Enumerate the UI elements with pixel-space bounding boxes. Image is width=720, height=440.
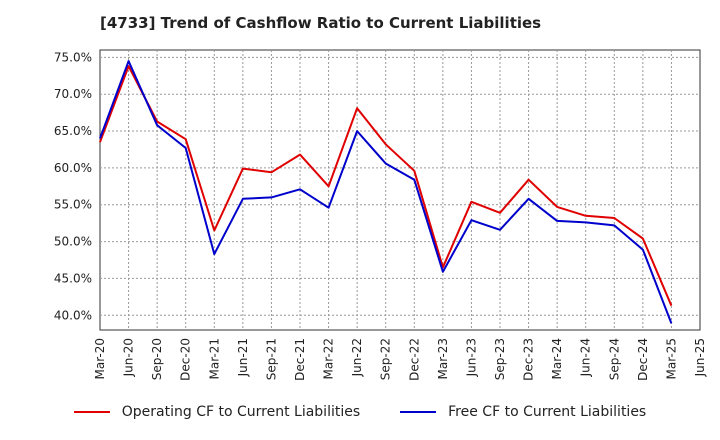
y-tick-label: 55.0% — [54, 198, 92, 212]
plot-frame — [99, 49, 701, 331]
x-tick-label: Mar-24 — [550, 338, 564, 379]
legend-swatch-free-cf — [400, 411, 437, 413]
x-tick-label: Sep-24 — [607, 338, 621, 380]
x-tick-label: Dec-21 — [293, 338, 307, 381]
series-line-free-cf — [99, 60, 673, 324]
x-tick-label: Mar-21 — [207, 338, 221, 379]
x-tick-label: Jun-22 — [350, 338, 364, 377]
x-tick-label: Dec-20 — [179, 338, 193, 381]
series-line-operating-cf — [99, 65, 673, 307]
x-tick-label: Sep-23 — [493, 338, 507, 380]
y-tick-label: 45.0% — [54, 271, 92, 285]
legend-item-free-cf: Free CF to Current Liabilities — [400, 404, 646, 420]
x-tick-label: Dec-24 — [636, 338, 650, 381]
legend-label-operating-cf: Operating CF to Current Liabilities — [121, 404, 361, 420]
series-layer — [99, 60, 673, 324]
x-tick-label: Dec-22 — [407, 338, 421, 381]
grid-layer — [99, 49, 701, 331]
legend-item-operating-cf: Operating CF to Current Liabilities — [73, 404, 361, 420]
y-tick-label: 40.0% — [54, 308, 92, 322]
x-tick-label: Mar-22 — [322, 338, 336, 379]
legend-label-free-cf: Free CF to Current Liabilities — [448, 404, 647, 420]
y-tick-label: 65.0% — [54, 124, 92, 138]
legend-swatch-operating-cf — [73, 411, 110, 413]
y-tick-label: 60.0% — [54, 161, 92, 175]
chart-title: [4733] Trend of Cashflow Ratio to Curren… — [100, 14, 542, 32]
x-tick-label: Mar-25 — [664, 338, 678, 379]
x-tick-label: Jun-21 — [236, 338, 250, 377]
x-tick-label: Jun-25 — [693, 338, 707, 377]
x-tick-label: Sep-21 — [264, 338, 278, 380]
x-tick-label: Jun-20 — [122, 338, 136, 377]
axis-layer: Mar-20 Jun-20 Sep-20 Dec-20 Mar-21 Jun-21 Sep-… — [54, 50, 707, 380]
x-tick-label: Sep-20 — [150, 338, 164, 380]
x-tick-label: Jun-24 — [579, 338, 593, 377]
legend: Operating CF to Current Liabilities Free… — [0, 404, 720, 420]
x-tick-label: Dec-23 — [522, 338, 536, 381]
x-tick-label: Mar-20 — [93, 338, 107, 379]
x-tick-label: Jun-23 — [464, 338, 478, 377]
x-tick-label: Mar-23 — [436, 338, 450, 379]
y-tick-label: 70.0% — [54, 87, 92, 101]
y-tick-label: 75.0% — [54, 50, 92, 64]
y-tick-label: 50.0% — [54, 235, 92, 249]
x-tick-label: Sep-22 — [379, 338, 393, 380]
